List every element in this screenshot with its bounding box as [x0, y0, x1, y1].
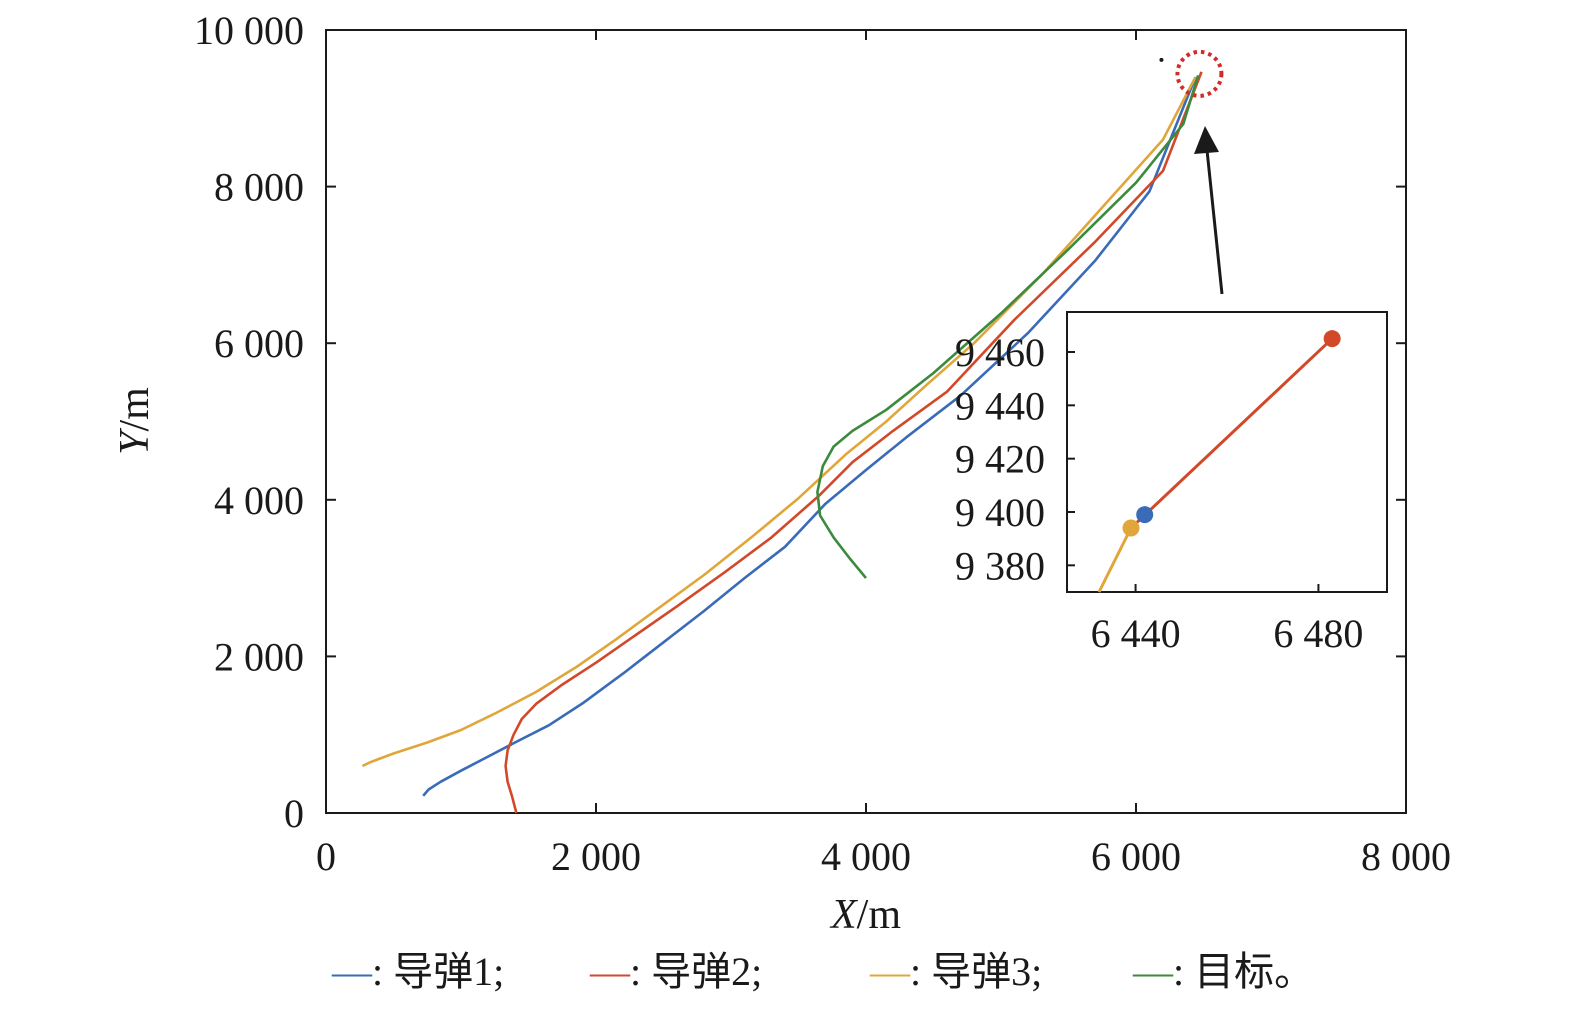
legend-entry-3: —: 导弹3;	[869, 949, 1042, 994]
inset-line-1	[1097, 527, 1133, 593]
legend-entry-4: —: 目标。	[1132, 949, 1314, 994]
inset-y-tick-label-9420: 9 420	[955, 437, 1045, 482]
inset-zoom-panel: 6 440 6 480 9 380 9 400 9 420 9 440 9 460	[955, 311, 1388, 656]
x-tick-label-8000: 8 000	[1361, 834, 1451, 879]
x-tick-label-6000: 6 000	[1091, 834, 1181, 879]
y-axis-label: Y/m	[112, 387, 158, 455]
annotation-arrow	[1194, 126, 1224, 295]
inset-x-tick-label-6440: 6 440	[1091, 611, 1181, 656]
main-plot-area: 0 2 000 4 000 6 000 8 000 0 2 000 4 000 6 000 8 0…	[194, 8, 1451, 879]
inset-y-tick-label-9380: 9 380	[955, 543, 1045, 588]
y-tick-label-6000: 6 000	[214, 321, 304, 366]
inset-markers-group	[1122, 330, 1341, 537]
series-line-1	[422, 76, 1197, 797]
legend: —: 导弹1; —: 导弹2; —: 导弹3; —: 目标。	[331, 949, 1314, 994]
inset-y-tick-label-9460: 9 460	[955, 330, 1045, 375]
inset-lines-group	[1097, 337, 1334, 593]
highlight-dot	[1159, 57, 1164, 62]
inset-marker-3	[1122, 519, 1140, 537]
series-line-2	[504, 71, 1203, 814]
main-ticks-group: 0 2 000 4 000 6 000 8 000 0 2 000 4 000 6 000 8 0…	[194, 8, 1451, 879]
legend-entry-2: —: 导弹2;	[589, 949, 762, 994]
legend-entry-1: —: 导弹1;	[331, 949, 504, 994]
inset-line-2	[1129, 337, 1334, 530]
y-tick-label-8000: 8 000	[214, 165, 304, 210]
y-tick-label-4000: 4 000	[214, 478, 304, 523]
inset-frame	[1066, 311, 1388, 593]
highlight-circle	[1175, 49, 1224, 98]
highlight-group	[1159, 49, 1224, 98]
y-tick-label-0: 0	[284, 791, 304, 836]
inset-marker-1	[1136, 506, 1154, 524]
inset-marker-2	[1323, 330, 1341, 348]
inset-y-tick-label-9440: 9 440	[955, 383, 1045, 428]
inset-ticks-group: 6 440 6 480 9 380 9 400 9 420 9 440 9 460	[955, 330, 1363, 656]
x-tick-label-4000: 4 000	[821, 834, 911, 879]
y-tick-label-10000: 10 000	[194, 8, 304, 53]
y-tick-label-2000: 2 000	[214, 634, 304, 679]
x-tick-label-2000: 2 000	[551, 834, 641, 879]
main-series-group	[361, 71, 1203, 814]
x-axis-label: X/m	[829, 892, 901, 938]
axis-labels: X/m Y/m	[112, 387, 901, 938]
inset-y-tick-label-9400: 9 400	[955, 490, 1045, 535]
x-tick-label-0: 0	[316, 834, 336, 879]
series-line-4	[816, 75, 1200, 579]
inset-x-tick-label-6480: 6 480	[1273, 611, 1363, 656]
